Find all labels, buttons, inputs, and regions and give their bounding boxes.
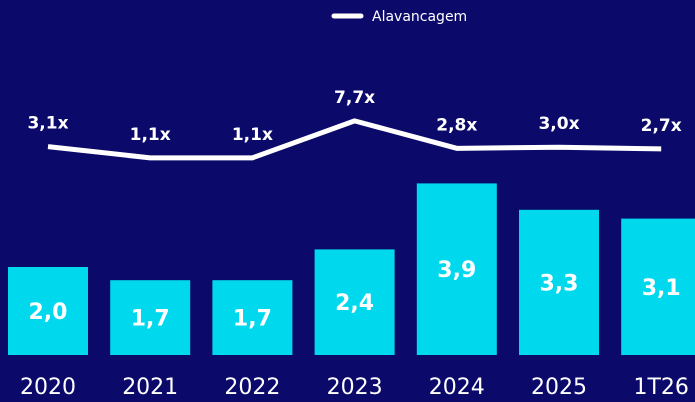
bar-value-label: 2,4: [335, 291, 374, 316]
line-value-label: 2,7x: [641, 116, 682, 136]
x-tick-label: 2022: [224, 375, 280, 400]
bar: [519, 209, 599, 355]
x-tick-label: 2025: [531, 375, 587, 400]
line-value-label: 7,7x: [334, 88, 375, 108]
legend-label: Alavancagem: [372, 9, 467, 25]
bar-value-label: 3,9: [437, 258, 476, 283]
x-tick-label: 2020: [20, 375, 76, 400]
bar: [8, 267, 88, 355]
line-value-label: 1,1x: [130, 125, 171, 145]
line-value-label: 3,0x: [538, 114, 579, 134]
bar-value-label: 1,7: [131, 307, 170, 332]
bar: [212, 280, 293, 355]
bar: [621, 218, 695, 355]
line: [47, 118, 662, 161]
bar: [416, 183, 497, 355]
bar: [110, 280, 191, 355]
line-value-label: 1,1x: [232, 125, 273, 145]
bar-value-label: 2,0: [29, 300, 68, 325]
bar-value-label: 3,3: [540, 271, 579, 296]
bar: [314, 249, 395, 355]
x-tick-label: 2021: [122, 375, 178, 400]
line-value-label: 3,1x: [27, 114, 68, 134]
x-tick-label: 1T26: [633, 375, 688, 400]
bar-value-label: 3,1: [642, 276, 681, 301]
x-tick-label: 2023: [327, 375, 383, 400]
bar-value-label: 1,7: [233, 307, 272, 332]
line-value-label: 2,8x: [436, 115, 477, 135]
x-tick-label: 2024: [429, 375, 485, 400]
